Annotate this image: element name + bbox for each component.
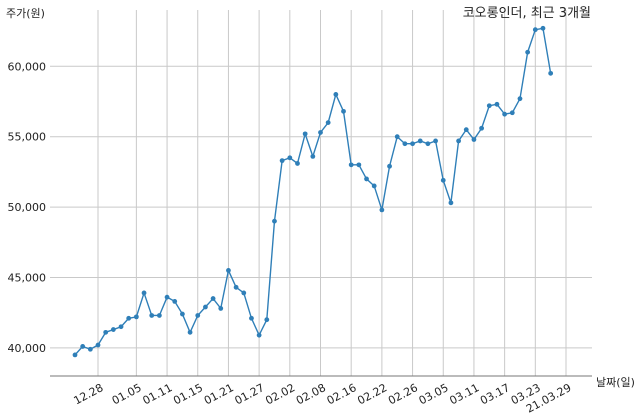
data-point bbox=[226, 268, 231, 273]
series-line bbox=[74, 27, 552, 356]
x-tick-label: 02.02 bbox=[263, 381, 297, 407]
data-point bbox=[80, 344, 86, 349]
data-point bbox=[471, 137, 477, 142]
data-point bbox=[479, 125, 485, 131]
data-point bbox=[156, 313, 162, 318]
y-tick-label: 40,000 bbox=[8, 342, 47, 355]
data-point bbox=[463, 127, 469, 133]
data-point bbox=[95, 342, 101, 348]
data-point bbox=[195, 313, 201, 318]
data-point bbox=[203, 304, 208, 310]
data-point bbox=[318, 130, 323, 135]
series-layer bbox=[72, 25, 554, 358]
x-tick-label: 01.11 bbox=[141, 381, 175, 407]
data-point bbox=[264, 317, 270, 323]
x-tick-label: 01.27 bbox=[233, 381, 267, 407]
data-point bbox=[448, 200, 454, 206]
data-point bbox=[249, 315, 254, 321]
x-tick-label: 02.08 bbox=[294, 381, 328, 407]
data-point bbox=[540, 25, 546, 31]
data-point bbox=[233, 284, 239, 290]
data-point bbox=[287, 155, 293, 161]
data-point bbox=[118, 324, 124, 330]
data-point bbox=[172, 298, 178, 304]
data-point bbox=[425, 141, 431, 147]
chart-title: 코오롱인더, 최근 3개월 bbox=[463, 6, 591, 21]
data-point bbox=[325, 120, 331, 126]
data-point bbox=[341, 108, 346, 114]
x-tick-label: 03.17 bbox=[478, 381, 512, 407]
data-point bbox=[279, 158, 285, 164]
x-tick-label: 03.05 bbox=[417, 381, 451, 407]
data-point bbox=[272, 218, 277, 224]
y-tick-label: 45,000 bbox=[8, 271, 47, 284]
data-point bbox=[371, 183, 377, 189]
x-tick-labels: 12.28 01.0501.1101.1501.2101.2702.0202.08… bbox=[72, 381, 574, 414]
data-point bbox=[218, 306, 224, 311]
x-axis-title: 날짜(일) bbox=[596, 375, 635, 389]
data-point bbox=[310, 154, 316, 159]
data-point bbox=[180, 311, 185, 317]
x-tick-label: 02.16 bbox=[325, 381, 359, 407]
data-point bbox=[110, 327, 116, 332]
data-point bbox=[141, 290, 147, 296]
data-point bbox=[164, 294, 170, 300]
data-point bbox=[364, 176, 369, 182]
y-tick-label: 60,000 bbox=[8, 60, 47, 73]
y-tick-labels: 40,000 45,000 50,000 55,000 60,000 bbox=[8, 60, 47, 355]
x-tick-label: 02.26 bbox=[386, 381, 420, 407]
y-tick-label: 50,000 bbox=[8, 201, 47, 214]
data-point bbox=[187, 329, 193, 335]
data-point bbox=[509, 110, 515, 116]
data-point bbox=[494, 101, 500, 107]
y-axis-title: 주가(원) bbox=[6, 7, 45, 20]
data-point bbox=[241, 290, 247, 296]
data-point bbox=[402, 141, 408, 147]
data-point bbox=[256, 332, 262, 338]
data-point bbox=[149, 313, 155, 318]
data-point bbox=[133, 314, 139, 320]
data-point bbox=[302, 131, 308, 137]
data-point bbox=[532, 27, 538, 33]
data-point bbox=[394, 134, 400, 140]
data-point bbox=[87, 346, 93, 352]
data-point bbox=[433, 138, 438, 144]
data-point bbox=[379, 207, 385, 213]
x-tick-label: 01.05 bbox=[110, 381, 144, 407]
data-point bbox=[103, 329, 109, 335]
data-point bbox=[548, 70, 554, 76]
data-point bbox=[126, 315, 132, 321]
data-point bbox=[502, 111, 508, 117]
data-point bbox=[387, 163, 392, 169]
data-point bbox=[440, 177, 446, 183]
data-point bbox=[417, 138, 423, 144]
x-tick-label: 01.21 bbox=[202, 381, 236, 407]
data-point bbox=[348, 162, 354, 168]
data-point bbox=[486, 103, 492, 109]
data-point bbox=[456, 138, 461, 144]
data-point bbox=[525, 49, 531, 55]
data-point bbox=[517, 96, 523, 102]
data-point bbox=[295, 161, 300, 166]
x-tick-label: 12.28 bbox=[72, 381, 106, 407]
data-point bbox=[72, 352, 78, 358]
x-tick-label: 03.11 bbox=[447, 381, 481, 407]
data-point bbox=[333, 92, 339, 97]
data-point bbox=[410, 141, 415, 147]
x-tick-label: 02.22 bbox=[355, 381, 389, 407]
data-point bbox=[356, 162, 362, 168]
grid bbox=[50, 10, 592, 376]
data-point bbox=[210, 296, 216, 301]
y-tick-label: 55,000 bbox=[8, 131, 47, 144]
x-tick-label: 01.15 bbox=[171, 381, 205, 407]
